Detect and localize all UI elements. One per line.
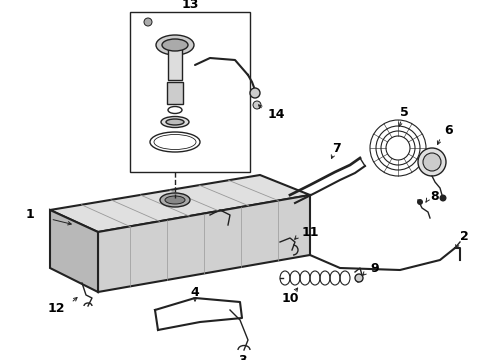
Text: 13: 13 [181, 0, 198, 12]
Text: 3: 3 [238, 354, 246, 360]
Polygon shape [98, 195, 310, 292]
Text: 6: 6 [444, 123, 453, 136]
Bar [168, 45, 182, 80]
Ellipse shape [165, 196, 185, 204]
Text: 4: 4 [191, 285, 199, 298]
Circle shape [250, 88, 260, 98]
Circle shape [417, 199, 423, 205]
Text: 9: 9 [370, 261, 379, 274]
Text: 11: 11 [302, 225, 319, 238]
Circle shape [423, 153, 441, 171]
Bar [167, 82, 183, 104]
Polygon shape [50, 175, 310, 232]
Circle shape [144, 18, 152, 26]
Text: 8: 8 [430, 189, 439, 202]
Text: 5: 5 [400, 105, 408, 118]
Ellipse shape [156, 35, 194, 55]
Ellipse shape [162, 39, 188, 51]
Text: 1: 1 [25, 208, 34, 221]
Circle shape [440, 194, 446, 202]
Text: 12: 12 [48, 302, 65, 315]
Ellipse shape [160, 193, 190, 207]
Ellipse shape [161, 117, 189, 127]
Text: 10: 10 [281, 292, 299, 305]
Circle shape [418, 148, 446, 176]
Text: 14: 14 [268, 108, 286, 122]
Circle shape [355, 274, 363, 282]
Text: 7: 7 [332, 141, 341, 154]
Ellipse shape [166, 119, 184, 125]
Text: 2: 2 [460, 230, 469, 243]
Polygon shape [50, 210, 98, 292]
Bar [130, 12, 250, 172]
Circle shape [253, 101, 261, 109]
